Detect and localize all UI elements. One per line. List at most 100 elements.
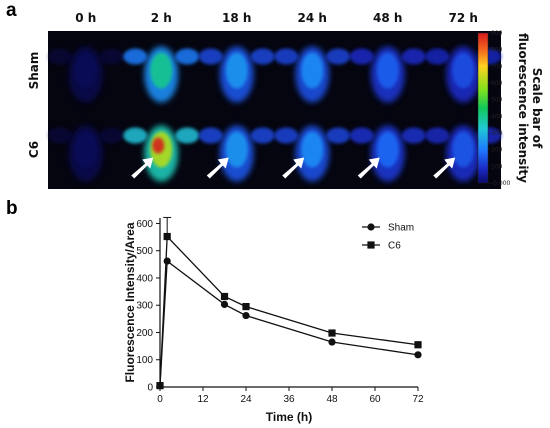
x-tick-label: 12 (197, 394, 209, 405)
arrow-indicator (433, 157, 456, 179)
x-axis-label: Time (h) (266, 410, 312, 424)
x-tick-label: 60 (369, 394, 381, 405)
x-tick-label: 72 (412, 394, 424, 405)
mouse-core (225, 131, 248, 168)
y-tick-label: 400 (136, 273, 153, 284)
y-tick-label: 600 (136, 219, 153, 230)
colorbar-tick-label: -0.000 (491, 180, 511, 187)
time-point-label: 2 h (151, 11, 172, 25)
y-tick-label: 500 (136, 246, 153, 257)
mouse-image (47, 46, 124, 103)
mouse-ear-left (47, 48, 72, 65)
arrow-indicator (282, 157, 305, 179)
mouse-ear-left (349, 127, 374, 144)
mouse-core (74, 131, 97, 168)
time-point-label: 0 h (75, 11, 96, 25)
data-point (163, 257, 171, 265)
row-label: C6 (27, 141, 41, 158)
legend-label: Sham (388, 223, 414, 234)
mouse-ear-right (99, 127, 124, 144)
data-point (328, 338, 336, 346)
legend-marker (367, 223, 375, 231)
y-axis-label: Fluorescence Intensity/Area (123, 222, 137, 382)
arrow-indicator (131, 157, 154, 179)
y-tick-label: 200 (136, 328, 153, 339)
mouse-ear-left (198, 48, 223, 65)
mouse-ear-left (123, 127, 148, 144)
mouse-ear-right (250, 127, 275, 144)
mouse-image (349, 46, 426, 103)
data-point (163, 232, 171, 241)
y-tick-label: 0 (147, 383, 153, 394)
legend-marker (367, 241, 375, 249)
row-label: Sham (27, 52, 41, 90)
legend-label: C6 (388, 241, 401, 252)
mouse-image (198, 125, 275, 182)
imaging-panel: 0 h 2 h 18 h 24 h 48 h 72 h Sham C6 909 800 700 600… (27, 11, 544, 189)
mouse-image (47, 125, 124, 182)
x-tick-label: 24 (240, 394, 252, 405)
x-tick-label: 48 (326, 394, 338, 405)
mouse-image (123, 46, 200, 103)
mouse-ear-right (401, 48, 426, 65)
mouse-image (198, 46, 275, 103)
mouse-image (274, 46, 351, 103)
mouse-ear-left (274, 48, 299, 65)
mouse-core (150, 52, 173, 89)
colorbar-tick-label: 400 (491, 113, 503, 120)
data-point (242, 311, 250, 320)
colorbar-tick-label: 800 (491, 47, 503, 54)
mouse-image (123, 125, 200, 182)
mouse-core (301, 52, 324, 89)
mouse-image (349, 125, 426, 182)
time-point-label: 48 h (373, 11, 402, 25)
time-point-label: 72 h (449, 11, 478, 25)
mouse-ear-right (401, 127, 426, 144)
series-line (159, 259, 419, 386)
mouse-core (376, 131, 399, 168)
mouse-ear-left (47, 127, 72, 144)
mouse-core (74, 52, 97, 89)
colorbar-tick-label: 600 (491, 80, 503, 87)
colorbar-title-line2: fluorescence intensity (516, 33, 530, 183)
colorbar-tick-label: 200 (491, 147, 503, 154)
mouse-ear-right (250, 48, 275, 65)
x-tick-label: 36 (283, 394, 295, 405)
time-point-label: 24 h (298, 11, 327, 25)
colorbar-tick-label: 100 (491, 163, 503, 170)
mouse-ear-left (425, 48, 450, 65)
y-tick-label: 100 (136, 355, 153, 366)
colorbar-tick-label: 300 (491, 130, 503, 137)
time-point-label: 18 h (222, 11, 251, 25)
series-line (159, 234, 419, 386)
colorbar-tick-label: 700 (491, 63, 503, 70)
data-point (328, 329, 336, 337)
data-point (414, 341, 422, 349)
colorbar-tick-label: 909 (491, 30, 503, 37)
mouse-ear-left (274, 127, 299, 144)
data-point (414, 351, 422, 359)
mouse-core (225, 52, 248, 89)
mouse-image (425, 46, 502, 103)
mouse-ear-left (198, 127, 223, 144)
data-point (156, 382, 164, 390)
x-tick-label: 0 (157, 394, 163, 405)
y-tick-label: 300 (136, 301, 153, 312)
hotspot (152, 137, 165, 154)
data-point (220, 292, 229, 301)
mouse-core (376, 52, 399, 89)
arrow-indicator (206, 157, 229, 179)
mouse-ear-left (123, 48, 148, 65)
mouse-ear-right (99, 48, 124, 65)
mouse-core (452, 131, 475, 168)
mouse-ear-right (175, 127, 200, 144)
colorbar (477, 32, 489, 184)
mouse-ear-right (326, 127, 351, 144)
mouse-ear-left (349, 48, 374, 65)
mouse-ear-right (175, 48, 200, 65)
colorbar-tick-label: 500 (491, 97, 503, 104)
mouse-ear-left (425, 127, 450, 144)
data-point (242, 302, 250, 311)
panel-b-label: b (6, 198, 18, 219)
